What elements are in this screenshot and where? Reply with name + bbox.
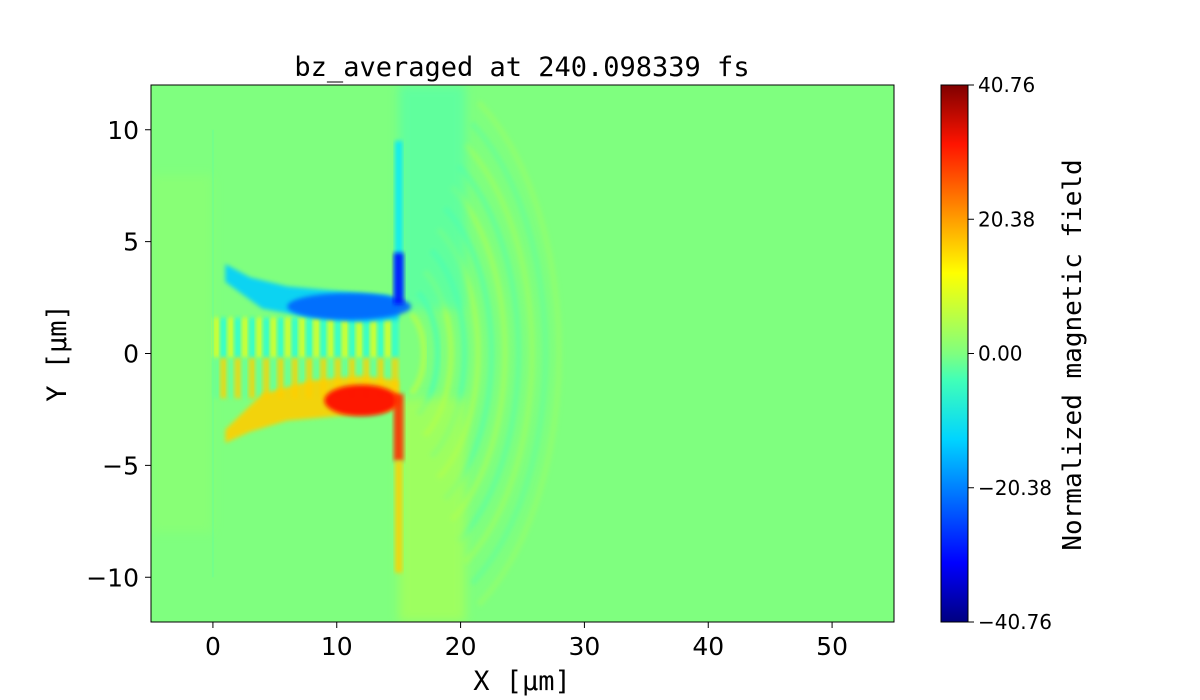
colorbar-tick-label: −40.76 — [978, 610, 1052, 634]
x-axis: 0 10 20 30 40 50 — [205, 622, 848, 661]
y-axis-label: Y [μm] — [42, 304, 73, 402]
wavefront-arc — [456, 163, 522, 544]
y-tick-label: 5 — [123, 228, 139, 257]
channel-stripe — [277, 357, 285, 399]
field-map — [151, 85, 563, 622]
channel-stripe — [384, 357, 392, 399]
channel-stripe — [270, 317, 278, 358]
rear-lower-wash — [398, 398, 466, 622]
rear-sheet-positive-core — [393, 393, 404, 461]
channel-stripe — [305, 317, 313, 358]
channel-stripe — [298, 317, 306, 358]
plot-area — [150, 84, 895, 623]
channel-stripe — [362, 317, 371, 358]
channel-stripe — [284, 357, 292, 399]
x-tick-label: 0 — [205, 632, 221, 661]
colorbar: 40.76 20.38 0.00 −20.38 −40.76 Normalized ma… — [940, 73, 1088, 634]
colorbar-tick-label: 0.00 — [978, 342, 1023, 366]
colorbar-tick-label: 20.38 — [978, 207, 1035, 231]
channel-stripe — [212, 317, 221, 358]
channel-stripe — [248, 317, 256, 358]
channel-stripe — [305, 357, 313, 399]
channel-stripe — [241, 317, 249, 358]
channel-stripe — [377, 317, 385, 358]
channel-stripe — [370, 317, 378, 358]
channel-stripe — [227, 357, 235, 399]
channel-stripe — [298, 357, 306, 399]
rear-sheet-positive — [394, 460, 403, 573]
chart-title: bz_averaged at 240.098339 fs — [294, 52, 749, 83]
channel-stripe — [212, 357, 221, 399]
channel-stripe — [255, 357, 263, 399]
wavefront-arc — [409, 311, 428, 396]
channel-stripe — [327, 357, 335, 399]
wavefront-arc — [442, 205, 495, 502]
colorbar-label: Normalized magnetic field — [1058, 159, 1088, 550]
channel-stripe — [312, 317, 321, 358]
channel-stripe — [348, 317, 356, 358]
negative-lobe-core — [287, 293, 412, 320]
channel-stripe — [262, 357, 271, 399]
x-tick-label: 10 — [321, 632, 353, 661]
channel-stripe — [234, 317, 242, 358]
channel-stripe — [391, 317, 399, 358]
wavefront-arc — [449, 184, 509, 523]
x-axis-label: X [μm] — [473, 666, 571, 697]
channel-stripe — [291, 317, 299, 358]
rear-upper-wash — [398, 85, 466, 309]
channel-stripe — [270, 357, 278, 399]
x-tick-label: 30 — [569, 632, 601, 661]
colorbar-tick-label: 40.76 — [978, 73, 1035, 97]
positive-lobe-core — [324, 384, 399, 417]
channel-stripe — [220, 317, 228, 358]
channel-stripe — [220, 357, 228, 399]
channel-stripe — [255, 317, 263, 358]
rear-sheet-negative-core — [393, 252, 404, 305]
colorbar-ticks: 40.76 20.38 0.00 −20.38 −40.76 — [968, 73, 1052, 634]
channel-stripe — [355, 317, 363, 358]
rear-sheet-negative — [394, 140, 403, 298]
y-tick-label: −5 — [102, 451, 139, 480]
front-surface-line — [211, 129, 214, 578]
y-tick-label: 10 — [107, 116, 139, 145]
channel-stripe — [391, 357, 399, 399]
channel-stripe — [277, 317, 285, 358]
channel-stripe — [227, 317, 235, 358]
front-sheath — [151, 174, 213, 533]
y-tick-label: −10 — [86, 563, 139, 592]
channel-stripe — [312, 357, 321, 399]
channel-stripe — [291, 357, 299, 399]
x-tick-label: 40 — [692, 632, 724, 661]
channel-stripe — [377, 357, 385, 399]
channel-stripe — [334, 317, 342, 358]
wavefront-arc — [462, 142, 536, 565]
x-tick-label: 20 — [445, 632, 477, 661]
channel-stripe — [262, 317, 271, 358]
channel-stripe — [341, 317, 349, 358]
channel-stripe — [284, 317, 292, 358]
channel-stripe — [234, 357, 242, 399]
channel-stripe — [248, 357, 256, 399]
colorbar-tick-label: −20.38 — [978, 476, 1052, 500]
colorbar-gradient — [940, 84, 969, 623]
channel-stripe — [241, 357, 249, 399]
channel-stripe — [327, 317, 335, 358]
channel-stripe — [320, 317, 328, 358]
channel-stripe — [320, 357, 328, 399]
y-axis: −10 −5 0 5 10 — [86, 116, 151, 592]
wavefront-arc — [469, 121, 549, 586]
y-tick-label: 0 — [123, 340, 139, 369]
channel-stripe — [384, 317, 392, 358]
wavefront-arc — [476, 100, 563, 607]
x-tick-label: 50 — [816, 632, 848, 661]
